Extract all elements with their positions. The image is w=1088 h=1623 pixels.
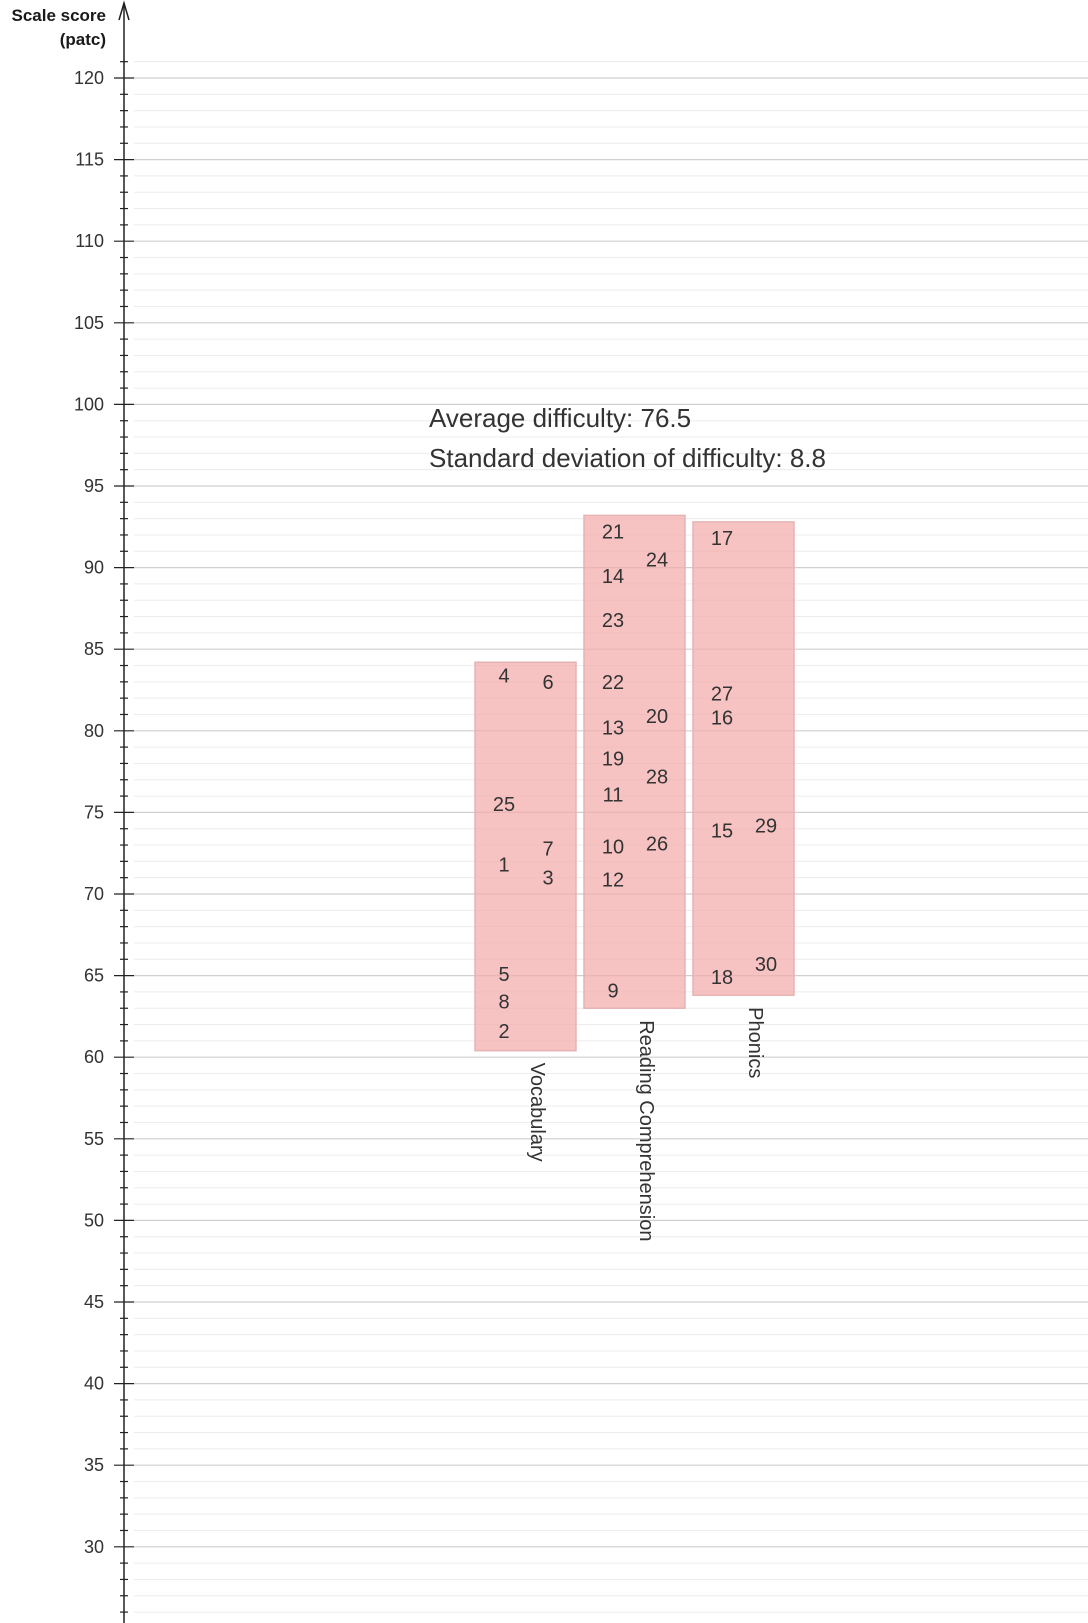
item-label: 23 [602, 610, 624, 632]
group-label: Reading Comprehension [635, 1020, 657, 1241]
sd-difficulty-label: Standard deviation of difficulty: 8.8 [429, 443, 826, 473]
group-labels: Vocabulary Reading Comprehension Phonics [526, 1007, 766, 1241]
item-label: 25 [493, 794, 515, 816]
item-label: 4 [498, 665, 509, 687]
y-axis-title-line1: Scale score [11, 6, 106, 25]
item-label: 18 [711, 967, 733, 989]
y-tick-label: 50 [84, 1210, 104, 1230]
item-label: 2 [498, 1021, 509, 1043]
item-label: 26 [646, 833, 668, 855]
y-tick-label: 100 [74, 394, 104, 414]
item-label: 19 [602, 749, 624, 771]
y-tick-label: 35 [84, 1455, 104, 1475]
group-box [583, 514, 686, 1009]
group-label: Phonics [744, 1007, 766, 1078]
item-label: 27 [711, 683, 733, 705]
item-label: 24 [646, 549, 668, 571]
item-label: 8 [498, 992, 509, 1014]
y-tick-label: 80 [84, 721, 104, 741]
item-label: 7 [542, 838, 553, 860]
y-tick-label: 120 [74, 68, 104, 88]
group-box [474, 661, 577, 1052]
y-tick-label: 115 [75, 150, 104, 170]
y-tick-label: 85 [84, 639, 104, 659]
y-tick-label: 45 [84, 1292, 104, 1312]
item-label: 3 [542, 868, 553, 890]
item-label: 11 [603, 784, 624, 806]
item-label: 13 [602, 718, 624, 740]
y-tick-label: 70 [84, 884, 104, 904]
y-ticks: 30 35 40 45 50 55 60 65 70 75 80 85 90 95 100 105 110 115… [74, 61, 134, 1613]
item-label: 22 [602, 672, 624, 694]
y-axis-arrow [118, 0, 130, 21]
y-tick-label: 75 [84, 802, 104, 822]
y-tick-label: 55 [84, 1129, 104, 1149]
y-tick-label: 95 [84, 476, 104, 496]
item-label: 17 [711, 528, 733, 550]
y-tick-label: 40 [84, 1374, 104, 1394]
group-box [692, 521, 795, 996]
item-label: 5 [498, 964, 509, 986]
item-label: 21 [602, 522, 624, 544]
y-tick-label: 60 [84, 1047, 104, 1067]
item-label: 30 [755, 954, 777, 976]
y-tick-label: 105 [74, 313, 104, 333]
item-label: 29 [755, 815, 777, 837]
item-label: 20 [646, 706, 668, 728]
item-label: 9 [607, 980, 618, 1002]
y-tick-label: 110 [75, 231, 104, 251]
y-tick-label: 30 [84, 1537, 104, 1557]
item-label: 6 [542, 672, 553, 694]
average-difficulty-label: Average difficulty: 76.5 [429, 403, 691, 433]
item-label: 10 [602, 837, 624, 859]
item-label: 12 [602, 869, 624, 891]
item-label: 28 [646, 766, 668, 788]
item-label: 1 [498, 855, 509, 877]
gridlines [134, 61, 1088, 1613]
y-tick-label: 90 [84, 558, 104, 578]
item-label: 15 [711, 820, 733, 842]
item-label: 16 [711, 708, 733, 730]
group-boxes [474, 514, 795, 1052]
y-axis-title-line2: (patc) [60, 30, 106, 49]
group-label: Vocabulary [526, 1063, 548, 1162]
y-tick-label: 65 [84, 966, 104, 986]
item-label: 14 [602, 566, 624, 588]
